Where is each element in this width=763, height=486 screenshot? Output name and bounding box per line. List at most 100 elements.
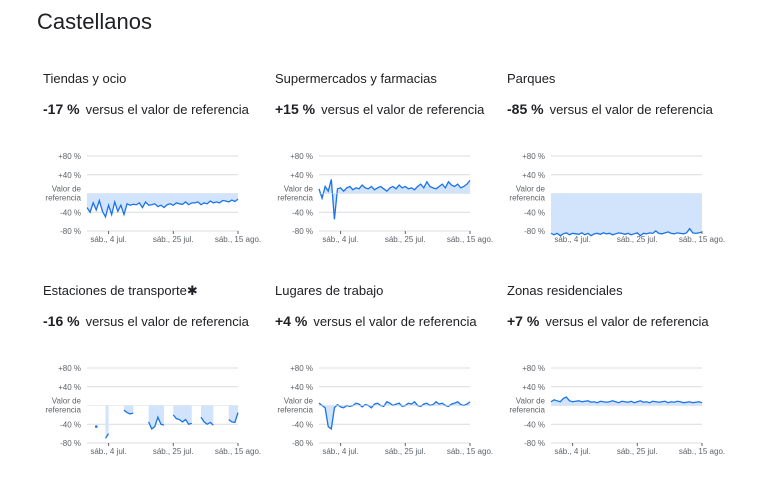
series-area — [319, 401, 470, 429]
series-line — [550, 227, 703, 237]
series-line — [104, 433, 110, 439]
reference-text: versus el valor de referencia — [85, 102, 249, 117]
baseline-label: Valor de — [284, 185, 314, 194]
x-tick-label: sáb., 25 jul. — [153, 235, 194, 244]
reference-text: versus el valor de referencia — [321, 102, 485, 117]
series-line — [148, 415, 165, 430]
baseline-label: referencia — [45, 406, 81, 415]
baseline-label: Valor de — [284, 397, 314, 406]
y-tick-label: -80 % — [292, 439, 313, 448]
baseline-label: referencia — [509, 194, 545, 203]
x-tick-label: sáb., 4 jul. — [322, 447, 358, 456]
card-title: Supermercados y farmacias — [275, 71, 437, 86]
series-area — [551, 193, 702, 236]
x-tick-label: sáb., 4 jul. — [554, 235, 590, 244]
baseline-label: Valor de — [52, 185, 82, 194]
card-title: Zonas residenciales — [507, 283, 623, 298]
card-estaciones-de-transporte: Estaciones de transporte✱ -16 % versus el… — [43, 283, 273, 483]
y-tick-label: -80 % — [60, 227, 81, 236]
y-tick-label: -80 % — [292, 227, 313, 236]
card-change: -17 % versus el valor de referencia — [43, 101, 249, 117]
reference-text: versus el valor de referencia — [549, 102, 713, 117]
series-area — [173, 405, 192, 425]
baseline-label: Valor de — [516, 397, 546, 406]
change-percent: -85 % — [507, 101, 544, 117]
change-percent: +7 % — [507, 313, 540, 329]
y-tick-label: +40 % — [290, 171, 313, 180]
card-parques: Parques -85 % versus el valor de referenc… — [507, 71, 737, 271]
x-tick-label: sáb., 25 jul. — [385, 235, 426, 244]
series-area — [87, 193, 238, 217]
x-tick-label: sáb., 25 jul. — [617, 235, 658, 244]
series-area — [551, 397, 702, 406]
baseline-label: referencia — [277, 406, 313, 415]
series-line — [123, 409, 134, 415]
card-tiendas-y-ocio: Tiendas y ocio -17 % versus el valor de r… — [43, 71, 273, 271]
series-line — [228, 412, 239, 424]
y-tick-label: +80 % — [522, 364, 545, 373]
x-tick-label: sáb., 15 ago. — [679, 235, 725, 244]
card-change: -16 % versus el valor de referencia — [43, 313, 249, 329]
y-tick-label: +80 % — [522, 152, 545, 161]
baseline-label: referencia — [509, 406, 545, 415]
x-tick-label: sáb., 15 ago. — [215, 235, 261, 244]
y-tick-label: +40 % — [522, 383, 545, 392]
change-percent: -17 % — [43, 101, 80, 117]
card-title: Parques — [507, 71, 556, 86]
baseline-label: referencia — [45, 194, 81, 203]
reference-text: versus el valor de referencia — [545, 314, 709, 329]
y-tick-label: -80 % — [524, 227, 545, 236]
y-tick-label: +40 % — [290, 383, 313, 392]
baseline-label: Valor de — [516, 185, 546, 194]
card-change: +4 % versus el valor de referencia — [275, 313, 477, 329]
change-percent: +15 % — [275, 101, 316, 117]
card-change: +7 % versus el valor de referencia — [507, 313, 709, 329]
baseline-label: referencia — [277, 194, 313, 203]
x-tick-label: sáb., 4 jul. — [90, 447, 126, 456]
reference-text: versus el valor de referencia — [85, 314, 249, 329]
reference-text: versus el valor de referencia — [313, 314, 477, 329]
x-tick-label: sáb., 4 jul. — [322, 235, 358, 244]
card-title: Estaciones de transporte✱ — [43, 283, 198, 299]
y-tick-label: -80 % — [524, 439, 545, 448]
y-tick-label: -40 % — [292, 420, 313, 429]
series-area — [148, 405, 165, 429]
series-line — [86, 198, 239, 219]
series-line — [172, 414, 192, 426]
series-line — [318, 179, 471, 220]
y-tick-label: +80 % — [290, 364, 313, 373]
y-tick-label: -40 % — [60, 420, 81, 429]
series-line — [550, 396, 703, 404]
series-area — [105, 405, 109, 439]
y-tick-label: +40 % — [522, 171, 545, 180]
card-title-text: Estaciones de transporte — [43, 283, 187, 298]
y-tick-label: +80 % — [290, 152, 313, 161]
series-point — [94, 425, 98, 428]
y-tick-label: -40 % — [524, 208, 545, 217]
x-tick-label: sáb., 4 jul. — [554, 447, 590, 456]
y-tick-label: -40 % — [60, 208, 81, 217]
card-title: Tiendas y ocio — [43, 71, 127, 86]
card-zonas-residenciales: Zonas residenciales +7 % versus el valor … — [507, 283, 737, 483]
x-tick-label: sáb., 15 ago. — [447, 447, 493, 456]
asterisk-icon: ✱ — [186, 283, 198, 298]
x-tick-label: sáb., 25 jul. — [153, 447, 194, 456]
y-tick-label: +40 % — [58, 383, 81, 392]
baseline-label: Valor de — [52, 397, 82, 406]
series-line — [318, 400, 471, 431]
y-tick-label: -40 % — [524, 420, 545, 429]
card-supermercados-y-farmacias: Supermercados y farmacias +15 % versus el… — [275, 71, 505, 271]
y-tick-label: +40 % — [58, 171, 81, 180]
x-tick-label: sáb., 15 ago. — [679, 447, 725, 456]
y-tick-label: +80 % — [58, 364, 81, 373]
series-line — [200, 416, 214, 426]
y-tick-label: +80 % — [58, 152, 81, 161]
series-area — [201, 405, 214, 426]
x-tick-label: sáb., 25 jul. — [385, 447, 426, 456]
